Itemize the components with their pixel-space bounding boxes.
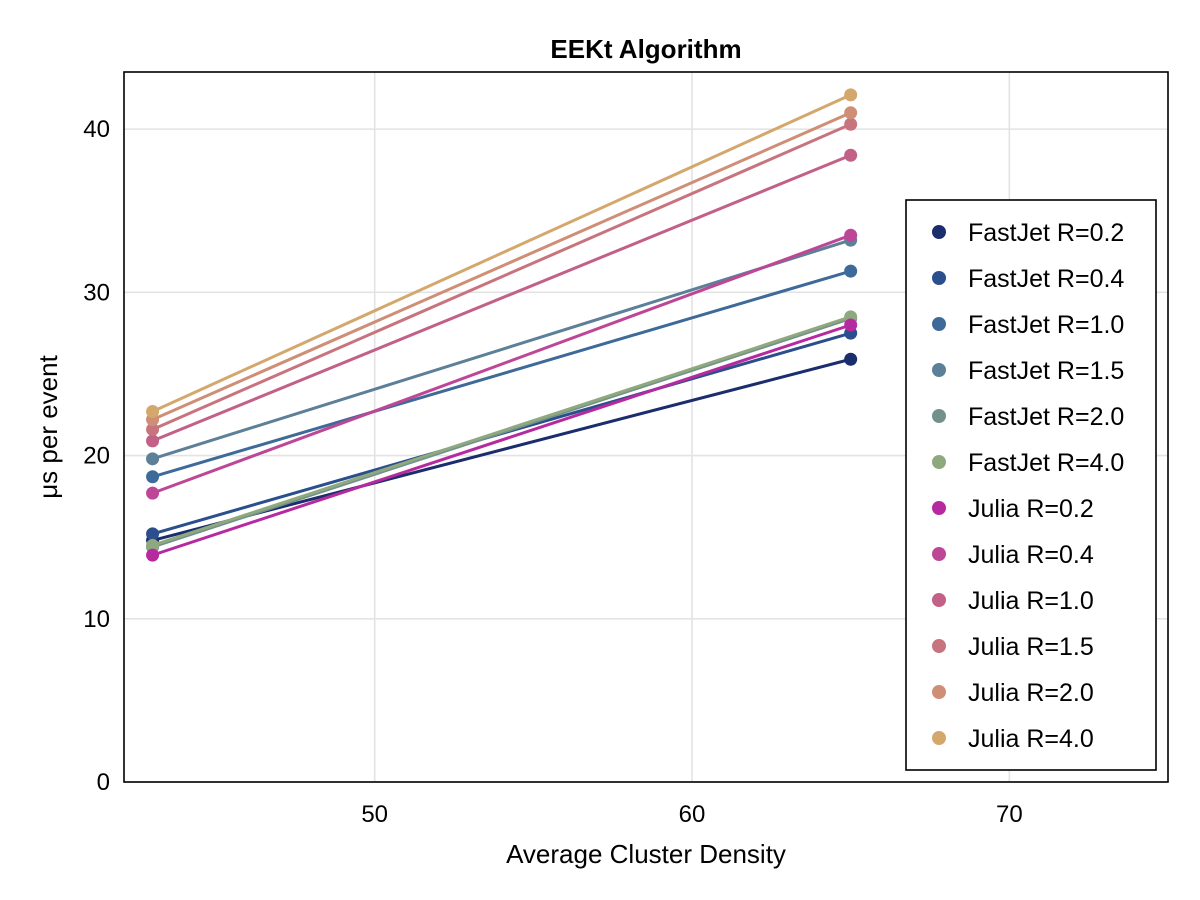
series-line	[152, 269, 852, 479]
series-layer	[146, 88, 858, 562]
legend-marker	[932, 685, 946, 699]
legend-marker	[932, 363, 946, 377]
series-line	[151, 111, 852, 422]
legend-label: Julia R=2.0	[968, 679, 1094, 707]
legend-marker	[932, 317, 946, 331]
series-line	[151, 153, 852, 443]
x-axis-label: Average Cluster Density	[506, 839, 786, 869]
series-line	[152, 238, 852, 461]
legend-marker	[932, 731, 946, 745]
x-tick-label: 70	[996, 801, 1023, 828]
series-julia-r-1-0	[146, 148, 858, 448]
series-julia-r-4-0	[146, 88, 858, 418]
series-julia-r-1-5	[146, 117, 858, 436]
y-tick-label: 0	[97, 769, 110, 796]
y-tick-label: 10	[83, 606, 110, 633]
legend: FastJet R=0.2 FastJet R=0.4 FastJet R=1.0 F…	[905, 199, 1157, 771]
legend-label: Julia R=1.5	[968, 633, 1094, 661]
legend-box	[905, 199, 1157, 771]
legend-marker	[932, 593, 946, 607]
legend-label: Julia R=1.0	[968, 587, 1094, 615]
data-point	[146, 527, 160, 541]
chart-title: EEKt Algorithm	[550, 34, 741, 64]
legend-marker	[932, 639, 946, 653]
legend-marker	[932, 271, 946, 285]
data-point	[844, 106, 858, 120]
data-point	[146, 434, 160, 448]
x-tick-label: 60	[679, 801, 706, 828]
series-line	[152, 233, 852, 495]
legend-label: Julia R=4.0	[968, 725, 1094, 753]
legend-label: Julia R=0.2	[968, 495, 1094, 523]
data-point	[146, 404, 160, 418]
legend-marker	[932, 409, 946, 423]
data-point	[844, 264, 858, 278]
y-tick-label: 20	[83, 443, 110, 470]
series-line	[152, 315, 852, 547]
series-line	[151, 122, 852, 431]
data-point	[844, 352, 858, 366]
legend-label: FastJet R=0.2	[968, 219, 1124, 247]
legend-label: FastJet R=1.5	[968, 357, 1124, 385]
legend-label: FastJet R=2.0	[968, 403, 1124, 431]
legend-label: FastJet R=1.0	[968, 311, 1124, 339]
legend-marker	[932, 501, 946, 515]
y-axis-label: μs per event	[33, 354, 63, 498]
legend-marker	[932, 455, 946, 469]
series-julia-r-2-0	[146, 106, 858, 427]
data-point	[146, 470, 160, 484]
plot-frame	[123, 71, 1169, 783]
data-point	[146, 422, 160, 436]
data-point	[844, 318, 858, 332]
series-line	[151, 93, 852, 413]
legend-marker	[932, 225, 946, 239]
legend-label: FastJet R=0.4	[968, 265, 1124, 293]
series-fastjet-r-1-0	[146, 264, 858, 484]
legend-label: Julia R=0.4	[968, 541, 1094, 569]
data-point	[844, 148, 858, 162]
series-julia-r-0-4	[146, 228, 858, 500]
series-line	[152, 323, 852, 557]
data-point	[844, 88, 858, 102]
data-point	[146, 538, 160, 552]
data-point	[146, 548, 160, 562]
data-point	[146, 486, 160, 500]
data-point	[844, 117, 858, 131]
series-line	[152, 317, 852, 549]
data-point	[844, 228, 858, 242]
legend-label: FastJet R=4.0	[968, 449, 1124, 477]
x-tick-label: 50	[361, 801, 388, 828]
series-julia-r-0-2	[146, 318, 858, 562]
legend-marker	[932, 547, 946, 561]
series-fastjet-r-0-2	[146, 352, 858, 547]
y-tick-label: 30	[83, 279, 110, 306]
y-tick-label: 40	[83, 116, 110, 143]
data-point	[146, 452, 160, 466]
ticks: 50 60 70 0 10 20 30 40	[83, 116, 1022, 828]
